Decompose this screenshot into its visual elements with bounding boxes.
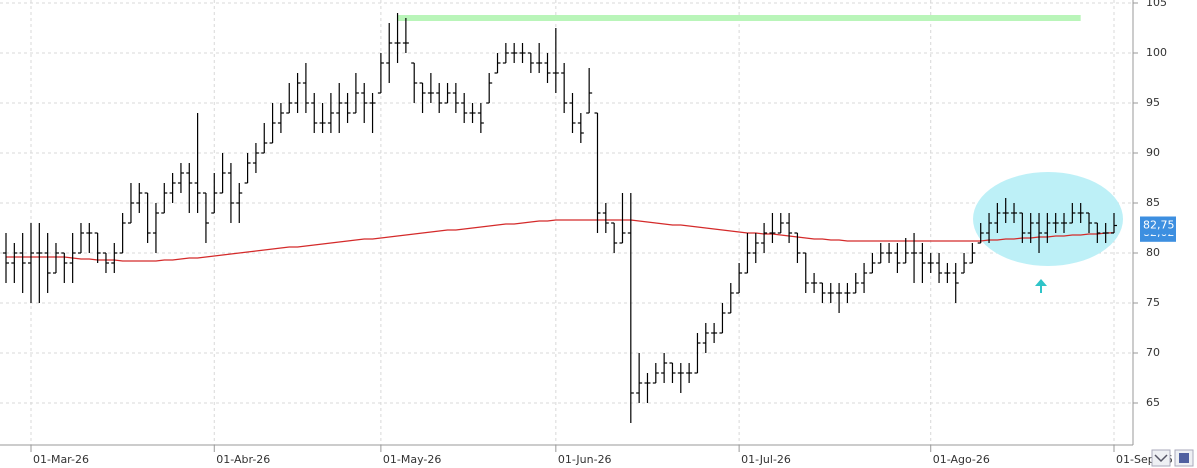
y-tick-label: 100 (1146, 46, 1167, 59)
save-icon (1179, 453, 1189, 463)
y-tick-label: 95 (1146, 96, 1160, 109)
y-tick-label: 65 (1146, 396, 1160, 409)
y-tick-label: 105 (1146, 0, 1167, 9)
x-tick-label: 01-Mar-26 (33, 453, 89, 466)
y-tick-label: 70 (1146, 346, 1160, 359)
x-tick-label: 01-Jul-26 (741, 453, 791, 466)
axes: 65 70 75 80 85 90 95 100 105 01-Mar-26 01-Abr-26 01… (30, 0, 1176, 466)
toolbar (1151, 449, 1194, 467)
moving-average-line (6, 219, 1115, 262)
x-tick-label: 01-Jun-26 (558, 453, 612, 466)
collapse-icon (1154, 454, 1168, 463)
price-tag-label: 82,75 (1143, 219, 1175, 232)
y-tick-label: 85 (1146, 196, 1160, 209)
x-tick-label: 01-Abr-26 (216, 453, 270, 466)
highlight-ellipse (973, 172, 1123, 266)
x-tick-label: 01-Ago-26 (933, 453, 990, 466)
x-tick-label: 01-May-26 (383, 453, 441, 466)
y-tick-label: 80 (1146, 246, 1160, 259)
plot (3, 13, 1117, 423)
y-tick-label: 75 (1146, 296, 1160, 309)
arrow-up (1035, 279, 1047, 293)
price-tag (1140, 216, 1176, 235)
y-tick-label: 90 (1146, 146, 1160, 159)
collapse-button[interactable] (1151, 449, 1171, 467)
